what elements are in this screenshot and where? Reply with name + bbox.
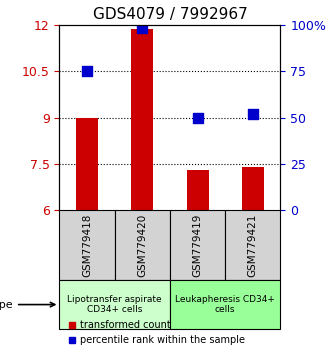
FancyBboxPatch shape bbox=[115, 210, 170, 280]
Legend: transformed count, percentile rank within the sample: transformed count, percentile rank withi… bbox=[64, 316, 249, 349]
FancyBboxPatch shape bbox=[170, 280, 280, 329]
Bar bbox=[242, 167, 264, 210]
FancyBboxPatch shape bbox=[59, 280, 170, 329]
Point bbox=[195, 115, 200, 120]
Point bbox=[84, 68, 90, 74]
Text: Leukapheresis CD34+
cells: Leukapheresis CD34+ cells bbox=[175, 295, 275, 314]
Bar bbox=[186, 170, 209, 210]
Text: GSM779419: GSM779419 bbox=[193, 213, 203, 277]
Text: Lipotransfer aspirate
CD34+ cells: Lipotransfer aspirate CD34+ cells bbox=[67, 295, 162, 314]
FancyBboxPatch shape bbox=[170, 210, 225, 280]
Text: GSM779421: GSM779421 bbox=[248, 213, 258, 277]
Bar bbox=[76, 118, 98, 210]
FancyBboxPatch shape bbox=[59, 210, 115, 280]
FancyBboxPatch shape bbox=[225, 210, 280, 280]
Bar bbox=[131, 29, 153, 210]
Point bbox=[250, 111, 255, 117]
Text: cell type: cell type bbox=[0, 299, 55, 310]
Text: GSM779420: GSM779420 bbox=[137, 213, 147, 277]
Title: GDS4079 / 7992967: GDS4079 / 7992967 bbox=[93, 7, 247, 22]
Point bbox=[140, 25, 145, 31]
Text: GSM779418: GSM779418 bbox=[82, 213, 92, 277]
